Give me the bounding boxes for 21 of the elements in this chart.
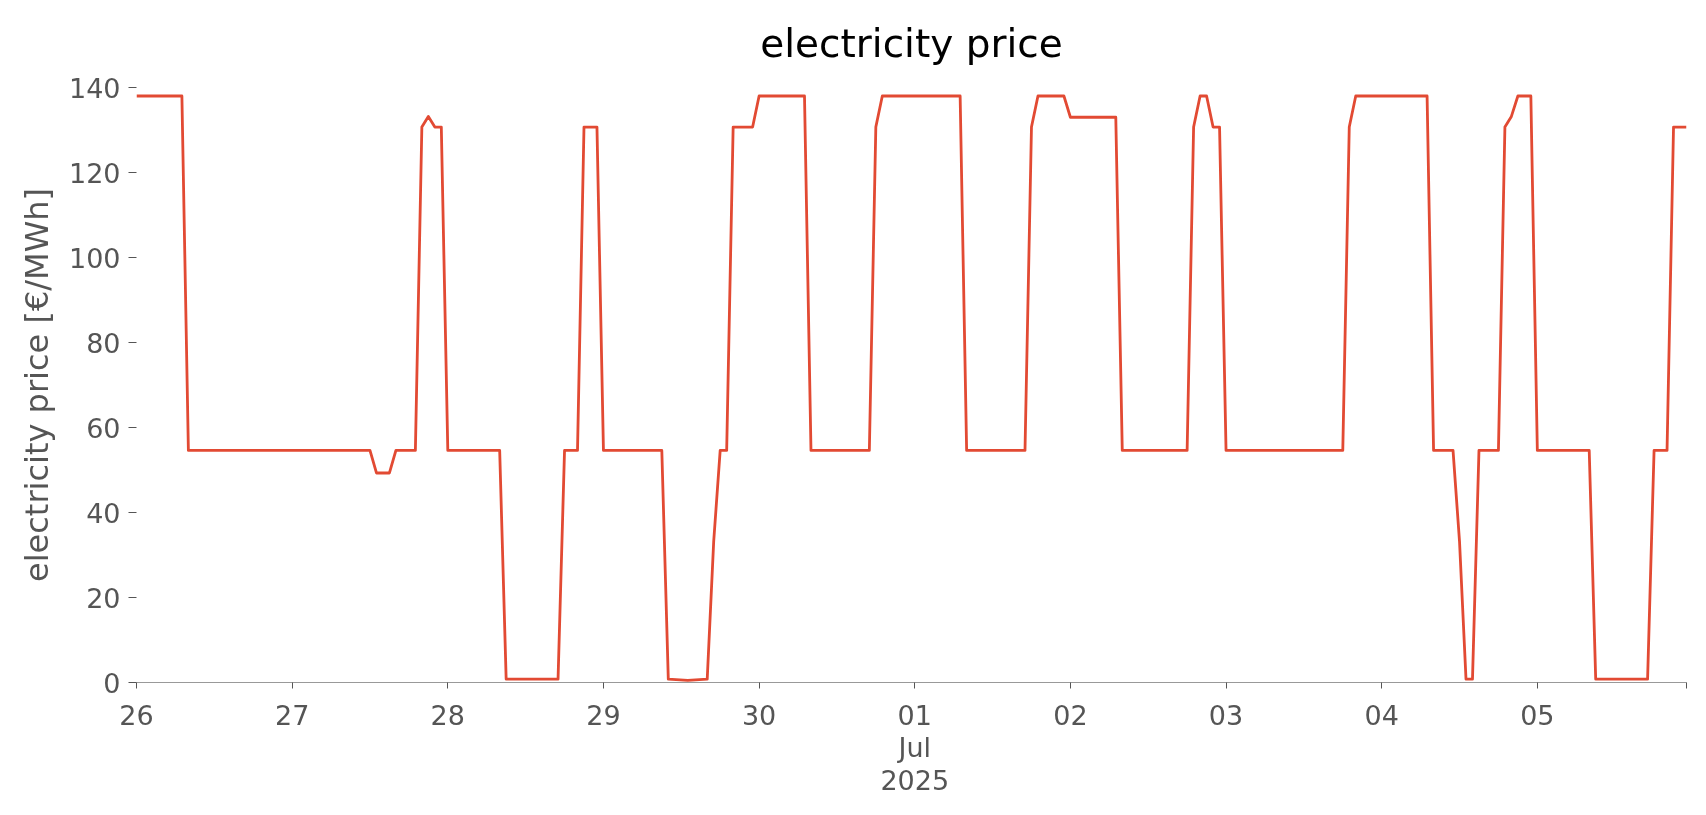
y-tick-label: 0 (103, 667, 121, 699)
y-tick-label: 120 (68, 157, 121, 189)
y-tick-label: 140 (68, 72, 121, 104)
line-series (136, 94, 1687, 682)
y-tick-label: 100 (68, 242, 121, 274)
x-tick-label: 30 (741, 699, 777, 731)
x-tick-label: 05 (1520, 699, 1555, 731)
x-tick-label: 28 (430, 699, 465, 731)
y-tick-label: 20 (86, 582, 121, 614)
x-tick-label: 27 (274, 699, 310, 731)
x-tick-label: 04 (1364, 699, 1399, 731)
y-tick-label: 80 (86, 327, 121, 359)
chart-title: electricity price (760, 21, 1063, 66)
y-axis-title: electricity price [€/MWh] (17, 187, 56, 583)
x-tick-label: 26 (119, 699, 154, 731)
y-tick-label: 40 (86, 497, 121, 529)
x-tick-label: 29 (586, 699, 621, 731)
x-tick-label: 02 (1053, 699, 1088, 731)
x-tick-label: 03 (1208, 699, 1244, 731)
x-tick-label: 01 Jul 2025 (880, 699, 950, 796)
y-tick-label: 60 (86, 412, 121, 444)
